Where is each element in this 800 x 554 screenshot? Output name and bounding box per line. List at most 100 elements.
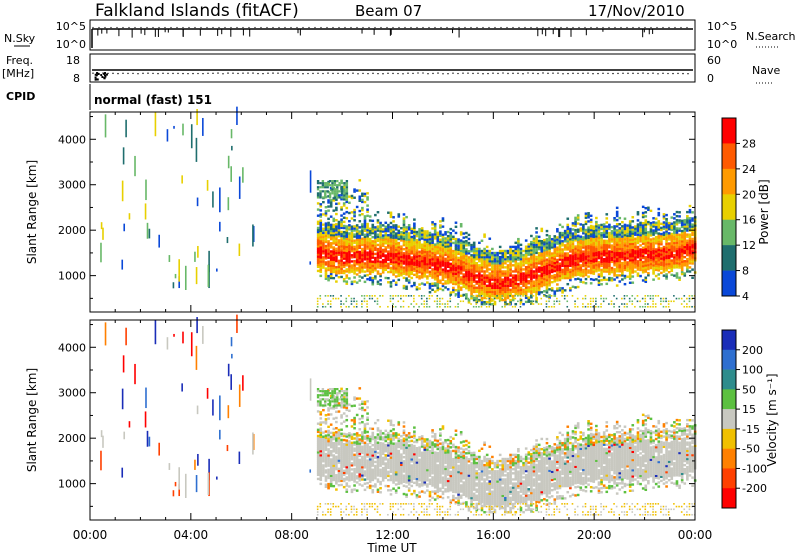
power-cell (433, 274, 437, 277)
power-cell (605, 251, 609, 255)
power-cell (493, 260, 497, 263)
power-cell (576, 246, 580, 250)
power-colorbar-tick-label: 24 (742, 163, 756, 176)
velocity-cell (327, 441, 330, 445)
power-cell (446, 273, 450, 277)
power-scatter (418, 305, 420, 308)
power-cell (514, 276, 518, 279)
power-cell (543, 283, 546, 287)
power-cell (439, 267, 442, 270)
power-cell (329, 270, 333, 274)
power-cell (449, 279, 453, 282)
power-cell (459, 225, 463, 228)
power-cell (654, 217, 658, 220)
power-cell (506, 249, 510, 253)
power-cell (550, 256, 554, 259)
power-cell (316, 251, 320, 254)
nsearch-dot (584, 26, 586, 29)
power-cell (548, 239, 551, 242)
power-cell (595, 251, 598, 254)
power-cell (621, 263, 624, 267)
power-cell (649, 254, 653, 258)
velocity-cell (329, 476, 333, 480)
power-cell (355, 281, 359, 284)
power-cell (407, 236, 411, 239)
power-cell (553, 251, 557, 254)
power-cell (587, 238, 590, 242)
power-cell (652, 247, 655, 251)
power-cell (483, 278, 486, 281)
velocity-cell (316, 461, 320, 464)
power-cell (678, 256, 681, 259)
power-cell (535, 245, 538, 248)
power-cell (628, 265, 632, 268)
freq-blip (94, 76, 97, 79)
power-cell (613, 225, 616, 228)
power-scatter (485, 297, 488, 300)
power-cell (535, 292, 538, 296)
power-cell (329, 250, 333, 253)
power-cell (537, 235, 541, 239)
power-cell (332, 186, 336, 190)
power-cell (418, 283, 421, 286)
velocity-cell (324, 444, 328, 448)
nsearch-dot (524, 26, 526, 29)
power-cell (433, 237, 437, 240)
power-cell (587, 257, 590, 260)
power-cell (452, 268, 455, 271)
nave-dot (562, 73, 564, 75)
power-cell (517, 254, 520, 257)
power-cell (680, 246, 684, 249)
power-cell (368, 276, 372, 280)
power-cell (343, 182, 346, 185)
power-cell (319, 262, 323, 265)
power-cell (397, 260, 401, 263)
power-cell (517, 256, 520, 259)
power-cell (340, 222, 343, 225)
power-cell (340, 208, 343, 211)
nsearch-dot (134, 26, 136, 29)
power-cell (415, 230, 419, 234)
nave-dot (207, 72, 209, 75)
power-cell (571, 244, 575, 248)
power-cell (397, 213, 401, 216)
nsearch-dot (146, 26, 148, 29)
velocity-cell (340, 473, 343, 476)
power-scatter (475, 303, 478, 305)
velocity-cell (337, 473, 341, 477)
power-cell (540, 264, 544, 267)
power-cell (342, 212, 346, 215)
power-cell (610, 232, 614, 235)
power-cell (467, 274, 471, 277)
power-scatter (584, 295, 587, 297)
power-cell (615, 276, 619, 279)
power-cell (358, 220, 362, 223)
power-streak (121, 259, 124, 270)
power-cell (574, 239, 577, 242)
nsearch-dot (380, 26, 382, 29)
power-cell (322, 243, 325, 247)
power-cell (366, 253, 369, 256)
power-scatter (636, 295, 639, 297)
power-cell (462, 256, 466, 260)
power-cell (540, 282, 544, 286)
power-cell (407, 250, 411, 254)
power-cell (415, 288, 419, 291)
power-cell (678, 262, 681, 265)
power-cell (628, 250, 632, 254)
power-scatter (610, 303, 613, 305)
power-cell (613, 253, 616, 257)
power-cell (324, 238, 328, 242)
power-cell (563, 252, 567, 255)
nsearch-dot (686, 26, 688, 29)
power-cell (407, 246, 411, 249)
power-cell (483, 292, 486, 296)
power-cell (389, 238, 393, 241)
power-cell (413, 265, 416, 268)
power-cell (535, 261, 538, 265)
power-cell (537, 247, 541, 251)
power-colorbar-tick-label: 16 (742, 214, 756, 227)
power-cell (667, 232, 671, 235)
power-cell (348, 260, 351, 264)
power-scatter (329, 305, 332, 308)
